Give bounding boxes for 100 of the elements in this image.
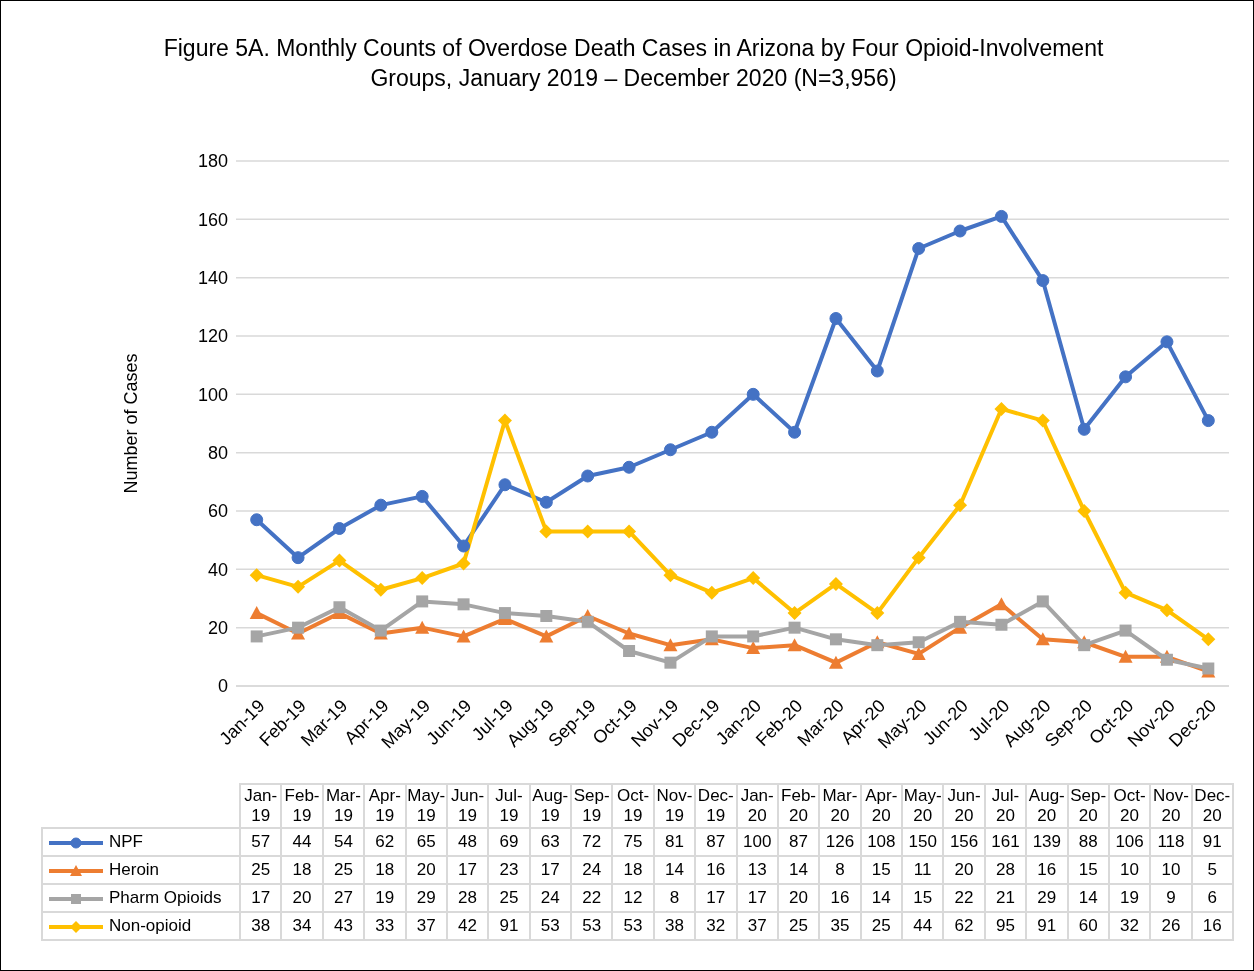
data-label: 5 xyxy=(1191,856,1233,884)
point xyxy=(1077,504,1092,518)
data-label: 38 xyxy=(653,912,696,940)
data-label: 27 xyxy=(322,884,365,912)
data-label: 100 xyxy=(736,828,778,856)
point xyxy=(623,645,636,657)
data-label: 62 xyxy=(943,912,985,940)
point xyxy=(415,620,430,634)
data-label: 35 xyxy=(819,912,861,940)
data-label: 87 xyxy=(777,828,820,856)
data-label: 10 xyxy=(1150,856,1192,884)
data-label: 42 xyxy=(446,912,489,940)
data-label: 28 xyxy=(446,884,489,912)
category-label: Mar-19 xyxy=(325,786,361,825)
point xyxy=(870,606,885,621)
data-label: 60 xyxy=(1067,912,1109,940)
point xyxy=(664,656,677,669)
data-label: 95 xyxy=(984,912,1027,940)
point xyxy=(415,571,430,586)
data-label: 53 xyxy=(529,912,571,940)
data-label: 12 xyxy=(612,884,654,912)
point xyxy=(953,224,967,238)
data-label: 25 xyxy=(488,884,530,912)
category-label: Oct-20 xyxy=(1113,786,1146,825)
data-label: 18 xyxy=(281,856,323,884)
point xyxy=(622,524,637,539)
category-label: Jun-20 xyxy=(947,786,981,825)
data-label: 91 xyxy=(1026,912,1068,940)
category-label: Apr-19 xyxy=(368,786,401,825)
data-label: 17 xyxy=(695,884,737,912)
point xyxy=(415,489,429,503)
category-label: Jan-19 xyxy=(244,786,278,825)
point xyxy=(1036,595,1049,608)
data-label: 20 xyxy=(777,884,820,912)
point xyxy=(250,630,263,643)
data-label: 91 xyxy=(1191,828,1233,856)
data-label: 29 xyxy=(405,884,447,912)
point xyxy=(580,524,595,539)
data-label: 14 xyxy=(653,856,696,884)
data-label: 33 xyxy=(364,912,406,940)
data-label: 6 xyxy=(1191,884,1233,912)
point xyxy=(333,601,346,614)
data-label: 8 xyxy=(819,856,861,884)
data-label: 63 xyxy=(529,828,571,856)
data-label: 17 xyxy=(446,856,489,884)
chart-title: Figure 5A. Monthly Counts of Overdose Death Cases in Arizona by Four Opioid-Involvement Groups, January 2019 – December 2020 (N=3,956) xyxy=(162,34,1105,93)
data-label: 22 xyxy=(943,884,985,912)
point xyxy=(1201,414,1215,428)
legend-label: Heroin xyxy=(109,860,160,879)
legend-label: Pharm Opioids xyxy=(109,888,222,907)
point xyxy=(994,209,1008,223)
point xyxy=(457,598,470,611)
point xyxy=(828,576,843,591)
category-label: Dec-20 xyxy=(1194,786,1231,825)
category-label: Aug-20 xyxy=(1028,786,1065,825)
data-label: 150 xyxy=(902,828,944,856)
point xyxy=(456,556,471,571)
point xyxy=(828,655,843,669)
data-label: 139 xyxy=(1026,828,1068,856)
data-label: 17 xyxy=(240,884,282,912)
data-label: 11 xyxy=(902,856,944,884)
point xyxy=(457,539,471,553)
point xyxy=(663,638,678,652)
point xyxy=(1160,335,1174,349)
data-label: 62 xyxy=(364,828,406,856)
point xyxy=(581,469,595,483)
point xyxy=(747,630,760,643)
data-label: 32 xyxy=(1108,912,1151,940)
category-label: Dec-19 xyxy=(697,786,734,825)
y-axis-title: Number of Cases xyxy=(121,353,142,494)
point xyxy=(829,633,842,646)
y-tick-label: 140 xyxy=(197,268,228,289)
data-label: 38 xyxy=(240,912,282,940)
point xyxy=(1118,649,1133,663)
point xyxy=(912,636,925,649)
point xyxy=(663,568,678,583)
point xyxy=(332,522,346,535)
point xyxy=(1201,632,1216,647)
point xyxy=(373,582,388,597)
data-label: 21 xyxy=(984,884,1027,912)
category-label: Jun-19 xyxy=(451,786,485,825)
point xyxy=(704,585,719,600)
y-tick-label: 20 xyxy=(207,618,228,639)
data-label: 25 xyxy=(322,856,365,884)
data-label: 20 xyxy=(281,884,323,912)
data-label: 16 xyxy=(1026,856,1068,884)
point xyxy=(250,513,264,527)
data-label: 25 xyxy=(240,856,282,884)
point xyxy=(954,615,967,628)
point xyxy=(788,425,802,439)
y-tick-label: 60 xyxy=(207,501,228,522)
data-label: 81 xyxy=(653,828,696,856)
data-label: 17 xyxy=(736,884,778,912)
data-label: 18 xyxy=(364,856,406,884)
data-label: 16 xyxy=(819,884,861,912)
point xyxy=(705,425,719,439)
data-label: 44 xyxy=(281,828,323,856)
point xyxy=(994,597,1009,611)
point xyxy=(953,498,968,513)
category-label: Sep-19 xyxy=(573,786,610,825)
